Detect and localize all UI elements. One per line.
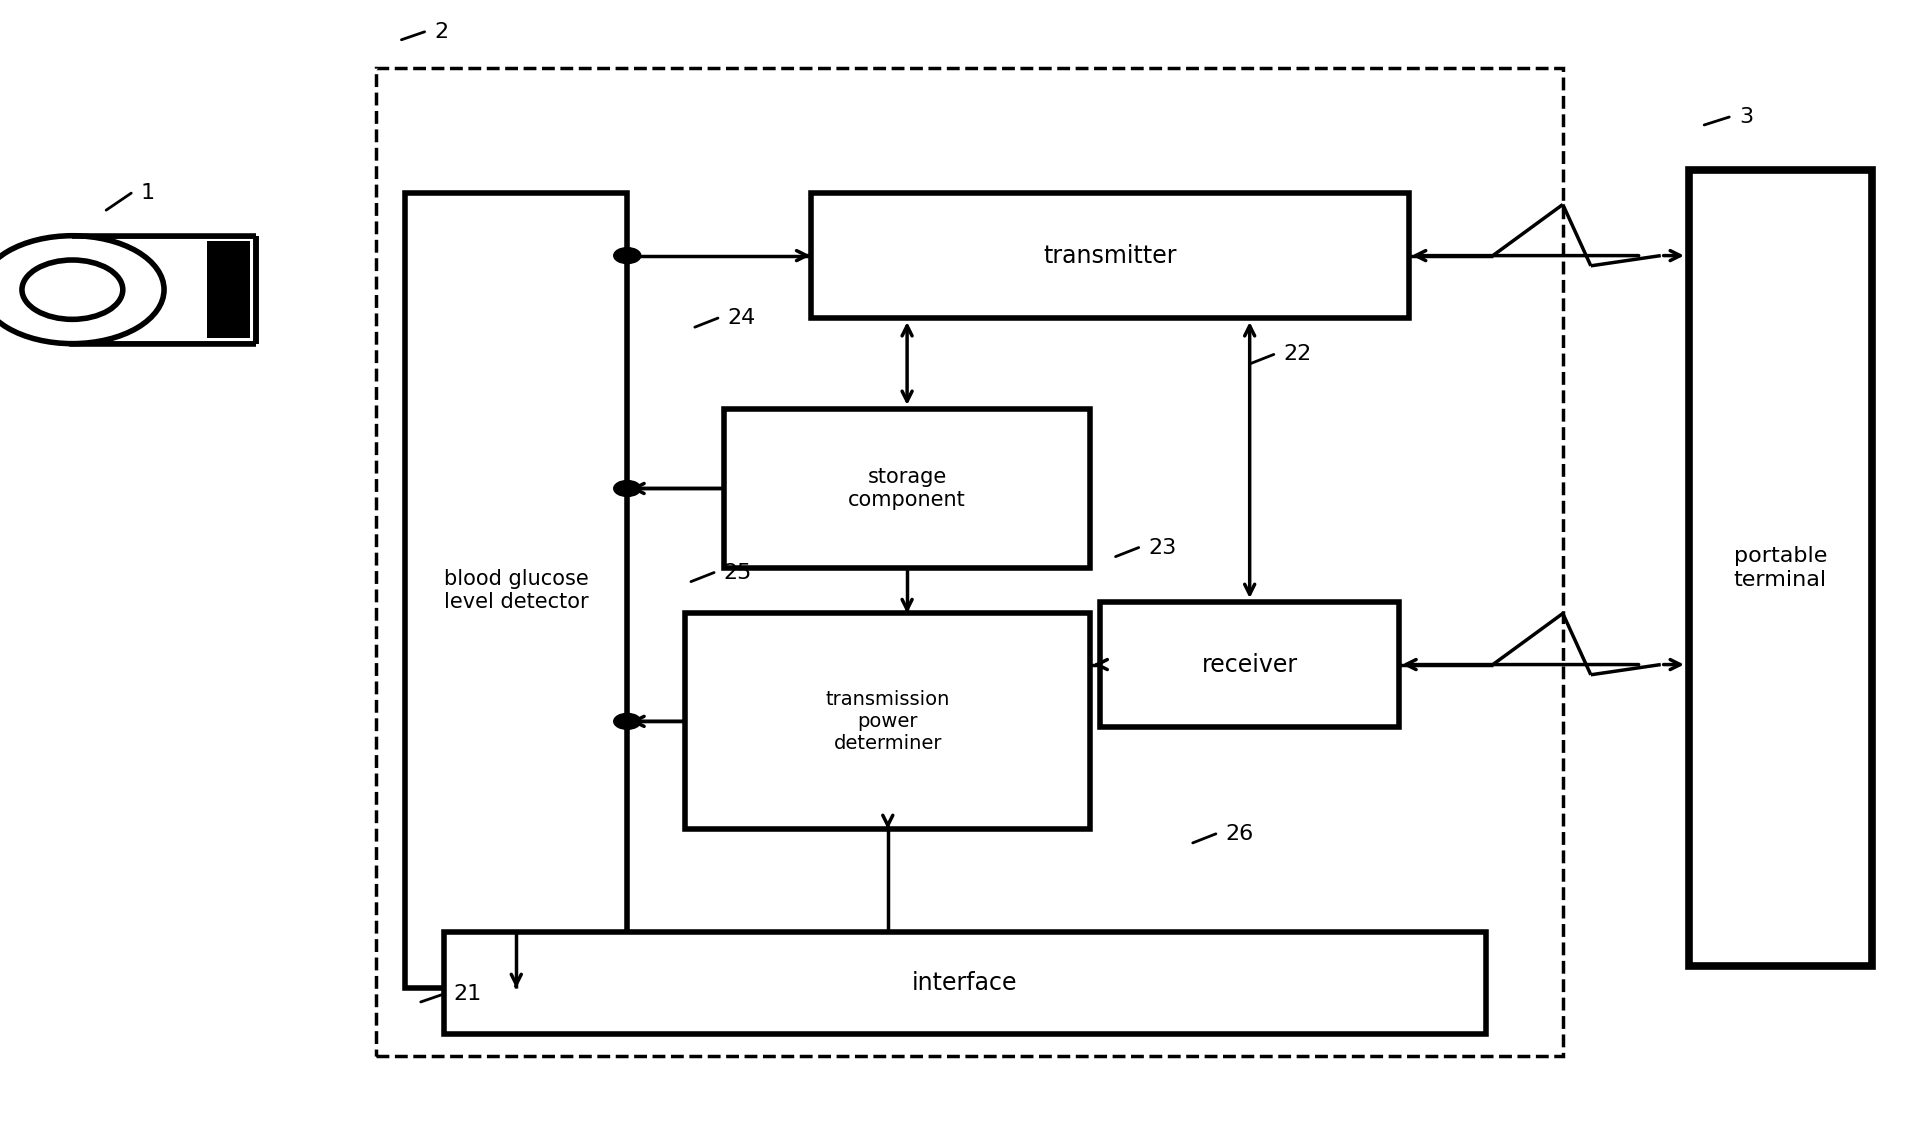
Bar xyxy=(685,613,1090,829)
Text: storage
component: storage component xyxy=(847,467,967,510)
Text: 23: 23 xyxy=(1148,537,1177,558)
Circle shape xyxy=(614,481,641,496)
Bar xyxy=(376,68,1563,1056)
Text: 3: 3 xyxy=(1739,107,1752,127)
Text: transmitter: transmitter xyxy=(1042,243,1177,268)
Circle shape xyxy=(0,235,164,343)
Bar xyxy=(1689,170,1872,966)
Bar xyxy=(73,343,276,401)
Text: interface: interface xyxy=(913,970,1017,995)
Text: transmission
power
determiner: transmission power determiner xyxy=(826,690,950,753)
Bar xyxy=(208,242,251,339)
Text: 22: 22 xyxy=(1283,344,1312,365)
Circle shape xyxy=(614,713,641,729)
Text: 24: 24 xyxy=(728,308,757,328)
Text: 21: 21 xyxy=(454,984,482,1004)
Bar xyxy=(73,236,255,343)
Text: portable
terminal: portable terminal xyxy=(1733,546,1828,590)
Bar xyxy=(73,178,276,236)
Text: receiver: receiver xyxy=(1202,652,1297,677)
Text: 25: 25 xyxy=(724,562,753,583)
Bar xyxy=(724,409,1090,568)
Bar xyxy=(444,932,1486,1034)
Bar xyxy=(1100,602,1399,727)
Text: blood glucose
level detector: blood glucose level detector xyxy=(444,569,589,612)
Text: 26: 26 xyxy=(1226,824,1254,844)
Bar xyxy=(405,193,627,988)
Circle shape xyxy=(614,248,641,264)
Bar xyxy=(811,193,1409,318)
Text: 2: 2 xyxy=(434,22,448,42)
Text: 1: 1 xyxy=(141,183,154,203)
